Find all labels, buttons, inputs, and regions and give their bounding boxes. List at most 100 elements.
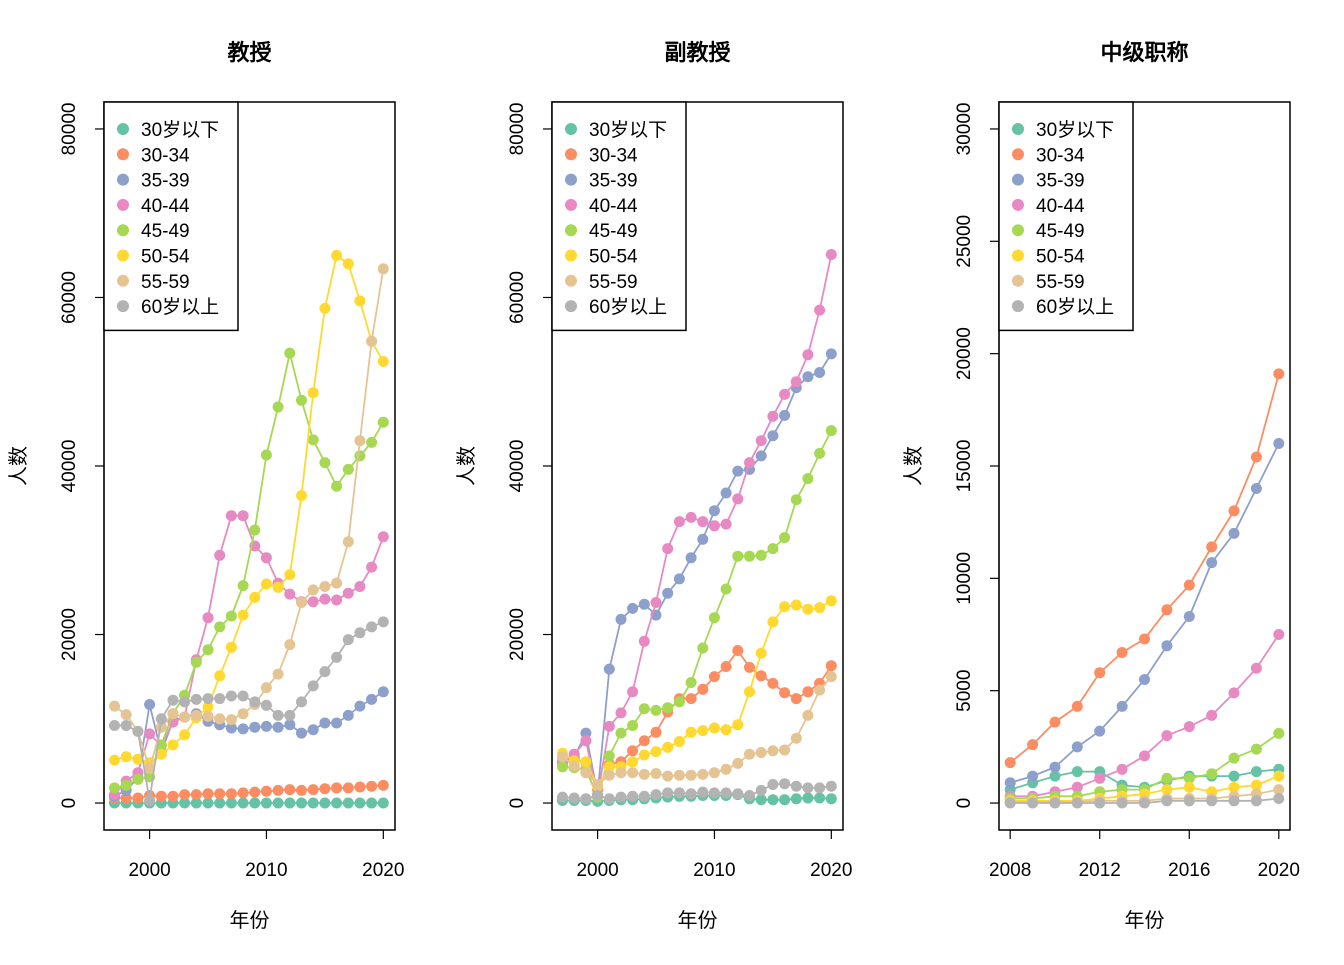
- data-point: [814, 367, 826, 378]
- data-point: [755, 647, 767, 659]
- data-point: [1116, 647, 1128, 658]
- data-point: [1094, 797, 1106, 809]
- data-point: [802, 371, 814, 383]
- data-point: [779, 409, 791, 421]
- data-point: [638, 768, 650, 780]
- data-point: [331, 577, 343, 589]
- data-point: [790, 793, 802, 805]
- legend-label: 30-34: [1036, 145, 1085, 166]
- data-point: [284, 709, 296, 721]
- data-point: [354, 781, 366, 793]
- data-point: [190, 797, 202, 809]
- data-point: [307, 784, 319, 796]
- data-point: [697, 533, 709, 545]
- legend-item: 60岁以上: [1012, 296, 1114, 318]
- legend-label: 55-59: [589, 272, 638, 293]
- x-tick-label: 2010: [693, 860, 735, 881]
- legend-item: 35-39: [1012, 171, 1085, 192]
- data-point: [1250, 451, 1262, 463]
- data-point: [732, 493, 744, 505]
- data-point: [1004, 777, 1016, 789]
- data-point: [1139, 674, 1150, 685]
- legend-item: 50-54: [117, 247, 190, 268]
- legend-item: 50-54: [1012, 247, 1085, 268]
- data-point: [284, 719, 296, 731]
- y-axis-label: 人数: [902, 446, 925, 486]
- data-point: [179, 696, 191, 708]
- data-point: [673, 736, 685, 747]
- data-point: [354, 435, 366, 447]
- data-point: [790, 732, 802, 744]
- data-point: [202, 612, 214, 624]
- data-point: [790, 780, 802, 792]
- data-point: [260, 552, 272, 564]
- data-point: [767, 794, 779, 806]
- legend-marker: [117, 173, 129, 186]
- data-point: [708, 671, 720, 683]
- series-2: [109, 779, 389, 804]
- data-point: [638, 790, 650, 802]
- data-point: [1183, 781, 1195, 793]
- x-tick-label: 2016: [1168, 860, 1210, 881]
- y-tick-label: 20000: [507, 608, 528, 661]
- legend-marker: [565, 274, 577, 287]
- data-point: [1116, 700, 1128, 712]
- data-point: [673, 769, 685, 781]
- data-point: [272, 401, 284, 413]
- data-point: [1049, 761, 1061, 773]
- data-point: [708, 787, 720, 799]
- data-point: [638, 598, 650, 610]
- series-line: [1010, 634, 1280, 798]
- legend-item: 60岁以上: [117, 296, 219, 318]
- data-point: [155, 790, 167, 802]
- data-point: [296, 490, 307, 501]
- data-point: [202, 693, 214, 705]
- data-point: [685, 726, 697, 738]
- data-point: [732, 550, 744, 562]
- data-point: [307, 434, 319, 446]
- data-point: [1049, 770, 1061, 782]
- legend-box: [551, 101, 687, 332]
- data-point: [132, 725, 144, 737]
- legend-item: 50-54: [565, 247, 638, 268]
- data-point: [1206, 768, 1218, 780]
- data-point: [354, 295, 366, 307]
- data-point: [802, 686, 814, 698]
- y-axis: 0 20000 40000 60000 80000: [59, 103, 105, 808]
- series-line: [1009, 443, 1280, 784]
- data-point: [627, 686, 639, 698]
- data-point: [190, 656, 202, 668]
- data-point: [814, 447, 826, 459]
- legend-item: 30-34: [117, 145, 190, 166]
- data-point: [366, 780, 378, 792]
- data-point: [1161, 784, 1173, 796]
- series-2: [1004, 368, 1285, 769]
- data-point: [342, 782, 354, 794]
- data-point: [638, 703, 650, 715]
- data-point: [354, 627, 366, 639]
- data-point: [190, 789, 202, 801]
- data-point: [377, 686, 389, 698]
- legend-item: 55-59: [117, 272, 190, 293]
- data-point: [767, 677, 779, 689]
- data-point: [814, 602, 826, 614]
- data-point: [779, 601, 791, 613]
- data-point: [603, 720, 615, 732]
- legend-marker: [565, 224, 577, 237]
- data-point: [1094, 725, 1106, 737]
- data-point: [1183, 772, 1195, 784]
- data-point: [1161, 772, 1173, 784]
- data-point: [307, 387, 319, 399]
- series-line: [561, 254, 833, 796]
- data-point: [1004, 757, 1016, 769]
- legend-label: 55-59: [141, 272, 190, 293]
- data-point: [284, 797, 296, 809]
- data-point: [354, 797, 366, 809]
- data-point: [260, 578, 272, 590]
- data-point: [202, 788, 214, 800]
- data-point: [732, 788, 744, 800]
- data-point: [120, 751, 132, 763]
- data-point: [366, 621, 378, 633]
- data-point: [603, 750, 615, 762]
